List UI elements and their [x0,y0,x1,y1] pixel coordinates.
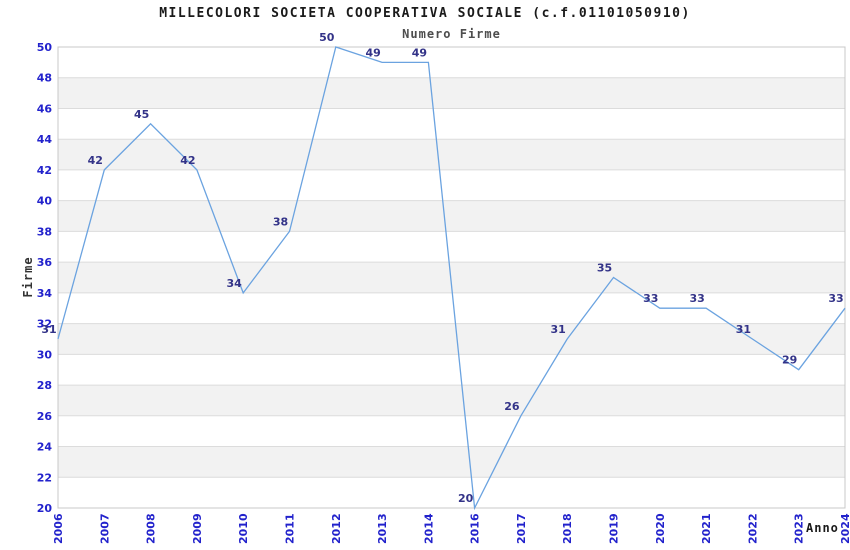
data-label: 49 [412,46,427,59]
y-tick-label: 32 [37,318,52,331]
x-tick-label: 2021 [700,513,713,544]
x-tick-label: 2019 [608,513,621,544]
x-tick-label: 2012 [330,513,343,544]
x-tick-label: 2007 [98,513,111,544]
chart-title: MILLECOLORI SOCIETA COOPERATIVA SOCIALE … [159,6,691,21]
data-label: 31 [41,323,56,336]
data-line [57,46,846,511]
x-tick-label: 2024 [839,513,850,544]
x-tick-label: 2022 [746,513,759,544]
y-tick-label: 28 [37,379,52,392]
plot-band [58,77,845,109]
y-tick-label: 36 [37,256,53,269]
data-label: 31 [551,323,566,336]
data-label: 50 [319,31,335,44]
data-label: 35 [597,262,612,275]
x-tick-label: 2018 [561,513,574,544]
data-label: 38 [273,215,288,228]
plot-band [58,323,845,355]
x-tick-label: 2014 [422,513,435,544]
y-tick-label: 34 [37,287,53,300]
x-axis-title: Anno [806,521,839,535]
data-label: 26 [504,400,520,413]
y-tick-label: 22 [37,471,52,484]
plot-band [58,385,845,416]
data-label: 33 [689,292,704,305]
plot-band [58,200,845,232]
y-tick-label: 44 [37,133,53,146]
y-tick-label: 24 [37,441,53,454]
y-tick-label: 40 [37,195,53,208]
y-tick-label: 48 [37,72,52,85]
data-label: 31 [736,323,751,336]
x-tick-label: 2020 [654,513,667,544]
x-tick-label: 2010 [237,513,250,544]
y-tick-label: 46 [37,102,53,115]
x-tick-label: 2017 [515,513,528,544]
chart-subtitle: Numero Firme [402,27,501,41]
data-label: 49 [365,46,380,59]
x-tick-label: 2008 [145,513,158,544]
plot-border [57,46,846,509]
y-tick-label: 30 [37,348,53,361]
x-tick-label: 2016 [469,513,482,544]
data-label: 42 [180,154,195,167]
data-label: 20 [458,492,474,505]
plot-band [58,446,845,478]
data-label: 42 [88,154,103,167]
y-tick-label: 42 [37,164,52,177]
data-label: 45 [134,108,149,121]
data-label: 34 [227,277,243,290]
data-label: 33 [643,292,658,305]
y-tick-label: 20 [37,502,53,515]
data-label: 29 [782,354,797,367]
x-tick-label: 2011 [284,513,297,544]
x-tick-label: 2023 [793,513,806,544]
x-tick-label: 2009 [191,513,204,544]
y-tick-label: 38 [37,225,52,238]
x-tick-label: 2013 [376,513,389,544]
x-tick-label: 2006 [52,513,65,544]
data-label: 33 [828,292,843,305]
plot-band [58,139,845,170]
y-tick-label: 26 [37,410,53,423]
y-tick-label: 50 [37,41,53,54]
